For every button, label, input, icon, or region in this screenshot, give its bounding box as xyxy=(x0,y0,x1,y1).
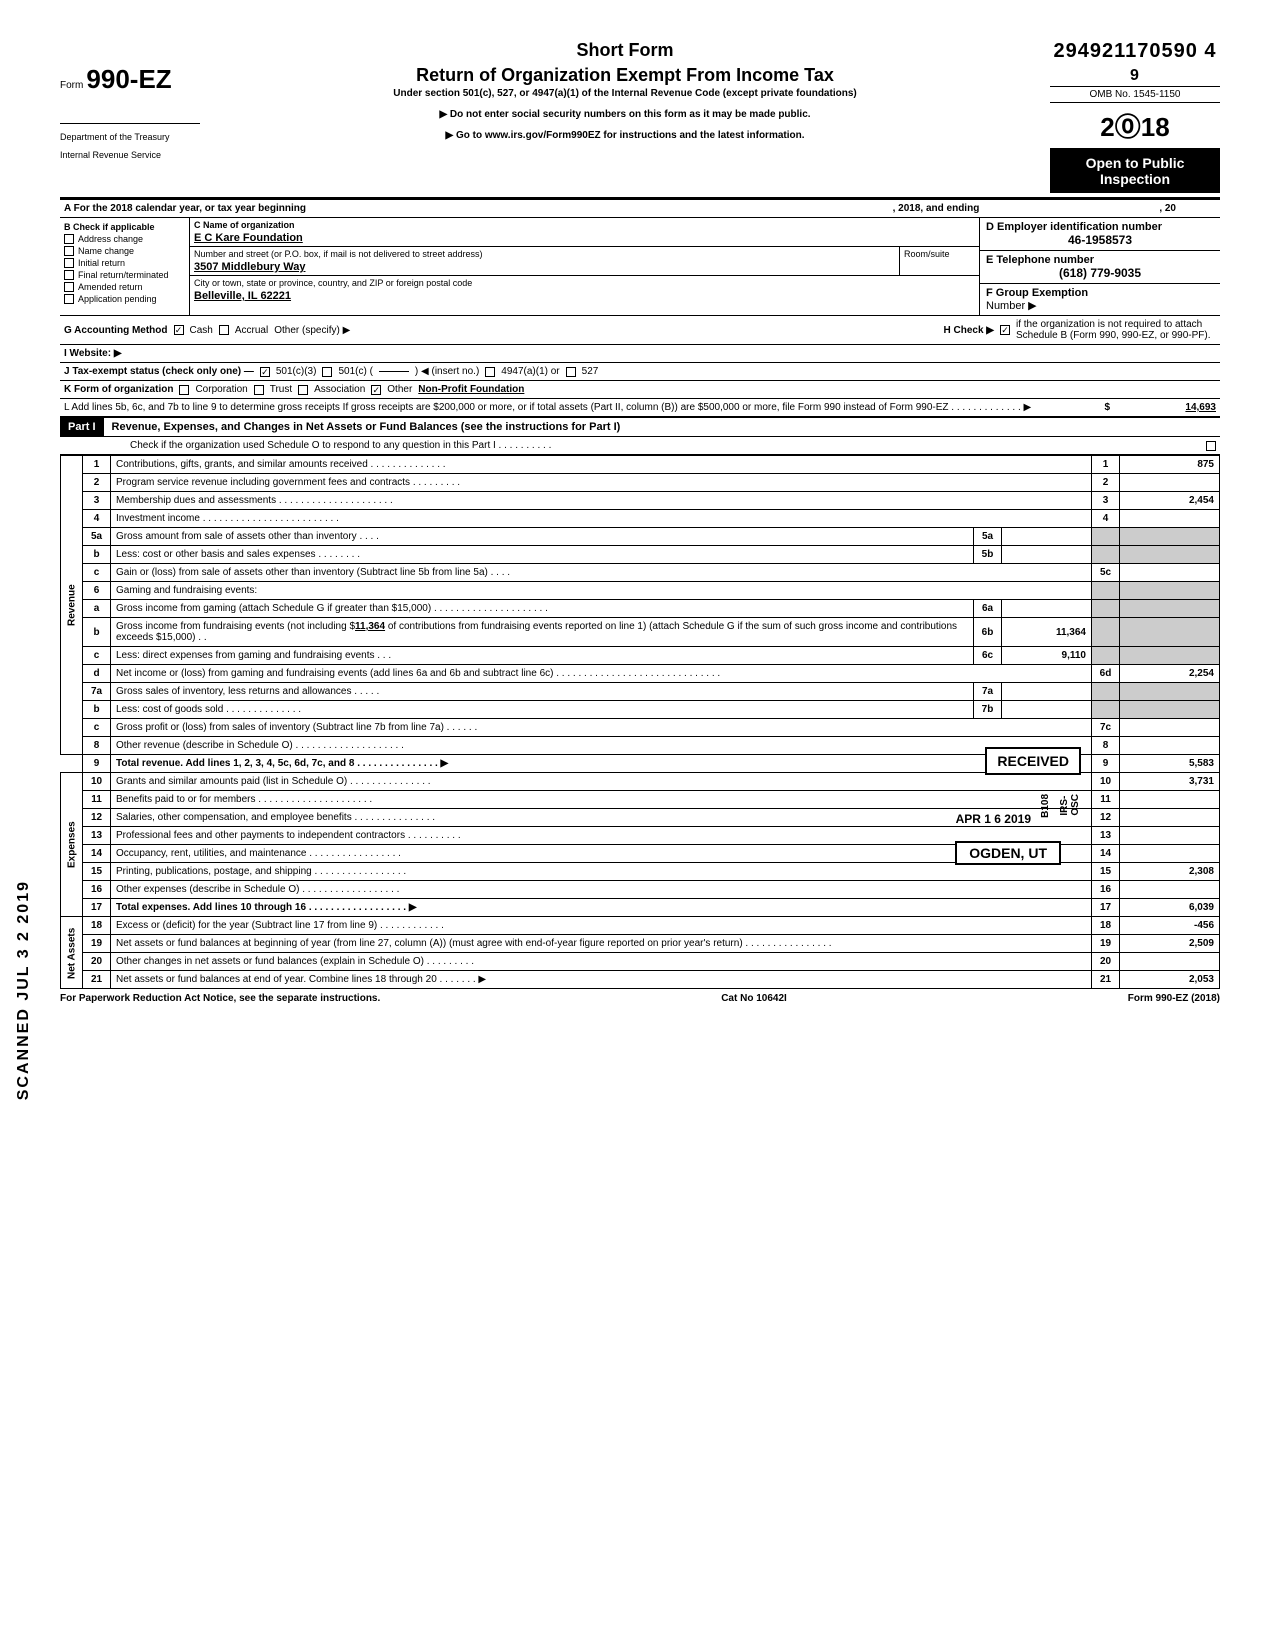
net-assets-label: Net Assets xyxy=(61,917,83,989)
chk-amended-return[interactable]: Amended return xyxy=(64,282,185,292)
ogden-stamp: OGDEN, UT xyxy=(955,841,1061,865)
note-url: ▶ Go to www.irs.gov/Form990EZ for instru… xyxy=(208,130,1042,141)
chk-corporation[interactable] xyxy=(179,385,189,395)
main-title: Return of Organization Exempt From Incom… xyxy=(208,65,1042,86)
footer-cat-no: Cat No 10642I xyxy=(721,993,787,1004)
short-form-title: Short Form xyxy=(208,40,1042,61)
financial-table: Revenue 1Contributions, gifts, grants, a… xyxy=(60,455,1220,989)
d-label: D Employer identification number xyxy=(986,221,1214,233)
addr-label: Number and street (or P.O. box, if mail … xyxy=(190,247,899,261)
phone: (618) 779-9035 xyxy=(986,266,1214,280)
chk-schedule-b[interactable]: ✓ xyxy=(1000,325,1010,335)
part1-check-text: Check if the organization used Schedule … xyxy=(130,440,1200,451)
c-label: C Name of organization xyxy=(190,218,979,232)
note-ssn: ▶ Do not enter social security numbers o… xyxy=(208,109,1042,120)
row-l-gross-receipts: L Add lines 5b, 6c, and 7b to line 9 to … xyxy=(60,399,1220,417)
line-a-tax-year: A For the 2018 calendar year, or tax yea… xyxy=(60,199,1220,218)
identity-grid: B Check if applicable Address change Nam… xyxy=(60,218,1220,316)
h-text: if the organization is not required to a… xyxy=(1016,319,1216,341)
revenue-label: Revenue xyxy=(61,456,83,755)
chk-application-pending[interactable]: Application pending xyxy=(64,294,185,304)
chk-501c[interactable] xyxy=(322,367,332,377)
dept-irs: Internal Revenue Service xyxy=(60,150,200,160)
e-label: E Telephone number xyxy=(986,254,1214,266)
city-label: City or town, state or province, country… xyxy=(190,276,979,290)
expenses-label: Expenses xyxy=(61,773,83,917)
j-label: J Tax-exempt status (check only one) — xyxy=(64,366,254,377)
chk-other[interactable]: ✓ xyxy=(371,385,381,395)
line-6b-text: Gross income from fundraising events (no… xyxy=(111,618,974,647)
col-b-checkboxes: B Check if applicable Address change Nam… xyxy=(60,218,190,315)
received-stamp: RECEIVED xyxy=(985,747,1081,775)
row-j-tax-exempt: J Tax-exempt status (check only one) — ✓… xyxy=(60,363,1220,381)
city-state-zip: Belleville, IL 62221 xyxy=(190,290,979,304)
chk-4947[interactable] xyxy=(485,367,495,377)
footer-form-ref: Form 990-EZ (2018) xyxy=(1128,993,1220,1004)
open-to-public: Open to Public Inspection xyxy=(1050,149,1220,193)
tax-year: 2⓪201818 xyxy=(1050,103,1220,149)
chk-cash[interactable]: ✓ xyxy=(174,325,184,335)
form-header: Form 990-EZ Department of the Treasury I… xyxy=(60,40,1220,193)
l-value: 14,693 xyxy=(1116,402,1216,413)
b-label: B Check if applicable xyxy=(64,222,185,232)
g-label: G Accounting Method xyxy=(64,325,168,336)
chk-initial-return[interactable]: Initial return xyxy=(64,258,185,268)
dept-treasury: Department of the Treasury xyxy=(60,132,200,142)
row-g-h: G Accounting Method ✓Cash Accrual Other … xyxy=(60,316,1220,345)
chk-accrual[interactable] xyxy=(219,325,229,335)
chk-527[interactable] xyxy=(566,367,576,377)
chk-schedule-o[interactable] xyxy=(1206,441,1216,451)
page-footer: For Paperwork Reduction Act Notice, see … xyxy=(60,993,1220,1004)
street-address: 3507 Middlebury Way xyxy=(190,261,899,275)
i-label: I Website: ▶ xyxy=(64,348,122,359)
k-other-value: Non-Profit Foundation xyxy=(418,384,524,395)
row-k-form-org: K Form of organization Corporation Trust… xyxy=(60,381,1220,399)
f-label2: Number ▶ xyxy=(986,300,1037,312)
part1-header: Part I Revenue, Expenses, and Changes in… xyxy=(60,417,1220,437)
footer-left: For Paperwork Reduction Act Notice, see … xyxy=(60,993,380,1004)
k-label: K Form of organization xyxy=(64,384,173,395)
chk-final-return[interactable]: Final return/terminated xyxy=(64,270,185,280)
chk-association[interactable] xyxy=(298,385,308,395)
h-label: H Check ▶ xyxy=(944,325,994,336)
row-i-website: I Website: ▶ xyxy=(60,345,1220,363)
stamp-date: APR 1 6 2019 xyxy=(956,812,1031,826)
chk-trust[interactable] xyxy=(254,385,264,395)
scanned-stamp: SCANNED JUL 3 2 2019 xyxy=(15,880,33,1100)
org-name: E C Kare Foundation xyxy=(190,232,979,246)
part1-title: Revenue, Expenses, and Changes in Net As… xyxy=(104,418,1220,436)
ein: 46-1958573 xyxy=(986,233,1214,247)
part1-check-row: Check if the organization used Schedule … xyxy=(60,437,1220,455)
dln: 294921170590 4 9 xyxy=(1050,40,1220,86)
form-number: 990-EZ xyxy=(86,64,171,94)
f-label: F Group Exemption xyxy=(986,287,1088,299)
l-text: L Add lines 5b, 6c, and 7b to line 9 to … xyxy=(64,402,1098,413)
chk-501c3[interactable]: ✓ xyxy=(260,367,270,377)
chk-address-change[interactable]: Address change xyxy=(64,234,185,244)
part1-label: Part I xyxy=(60,418,104,436)
chk-name-change[interactable]: Name change xyxy=(64,246,185,256)
room-label: Room/suite xyxy=(900,247,979,261)
subtitle: Under section 501(c), 527, or 4947(a)(1)… xyxy=(208,88,1042,99)
omb-number: OMB No. 1545-1150 xyxy=(1050,86,1220,103)
form-prefix: Form xyxy=(60,80,83,91)
